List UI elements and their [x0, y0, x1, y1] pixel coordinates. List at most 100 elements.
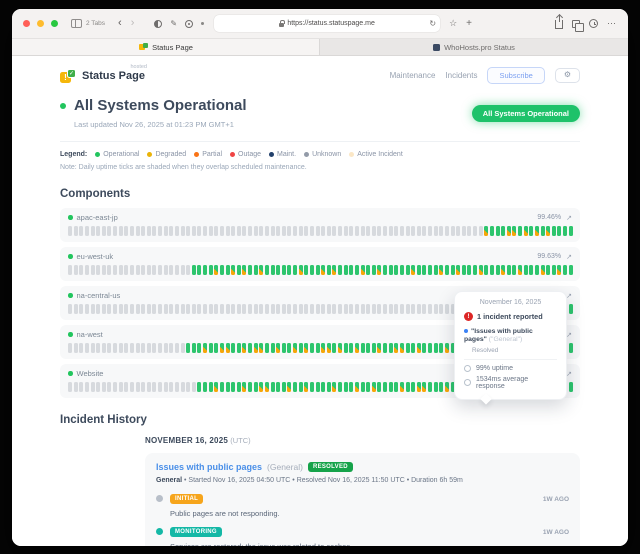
uptime-tick[interactable] [377, 226, 382, 236]
uptime-tick[interactable] [90, 343, 95, 353]
brand[interactable]: ! ✓ Status Page hosted [60, 64, 147, 83]
uptime-tick[interactable] [84, 382, 89, 392]
uptime-tick[interactable] [433, 304, 438, 314]
uptime-tick[interactable] [360, 382, 365, 392]
uptime-tick[interactable] [236, 226, 241, 236]
uptime-tick[interactable] [96, 382, 101, 392]
uptime-tick[interactable] [506, 265, 511, 275]
uptime-tick[interactable] [84, 304, 89, 314]
uptime-tick[interactable] [304, 343, 309, 353]
uptime-tick[interactable] [343, 304, 348, 314]
uptime-tick[interactable] [343, 343, 348, 353]
uptime-tick[interactable] [158, 382, 163, 392]
uptime-tick[interactable] [152, 382, 157, 392]
uptime-tick[interactable] [248, 226, 253, 236]
uptime-tick[interactable] [444, 343, 449, 353]
uptime-tick[interactable] [478, 226, 483, 236]
uptime-tick[interactable] [512, 226, 517, 236]
uptime-tick[interactable] [304, 304, 309, 314]
uptime-tick[interactable] [281, 343, 286, 353]
uptime-tick[interactable] [321, 265, 326, 275]
uptime-tick[interactable] [152, 226, 157, 236]
uptime-tick[interactable] [242, 304, 247, 314]
privacy-extension-icon[interactable] [185, 19, 194, 28]
new-tab-button[interactable]: + [466, 18, 473, 29]
uptime-tick[interactable] [84, 226, 89, 236]
uptime-tick[interactable] [450, 382, 455, 392]
uptime-tick-bar[interactable] [68, 343, 573, 353]
uptime-tick[interactable] [450, 304, 455, 314]
uptime-tick[interactable] [309, 265, 314, 275]
uptime-tick[interactable] [287, 343, 292, 353]
uptime-tick[interactable] [399, 343, 404, 353]
uptime-tick[interactable] [360, 226, 365, 236]
uptime-tick[interactable] [326, 226, 331, 236]
uptime-tick[interactable] [422, 265, 427, 275]
uptime-tick[interactable] [101, 265, 106, 275]
uptime-tick[interactable] [551, 226, 556, 236]
uptime-tick[interactable] [113, 226, 118, 236]
uptime-tick[interactable] [315, 265, 320, 275]
uptime-tick[interactable] [191, 265, 196, 275]
uptime-tick[interactable] [540, 265, 545, 275]
uptime-tick[interactable] [169, 265, 174, 275]
uptime-tick[interactable] [264, 343, 269, 353]
uptime-tick[interactable] [293, 265, 298, 275]
uptime-tick[interactable] [146, 304, 151, 314]
uptime-tick[interactable] [169, 343, 174, 353]
uptime-tick[interactable] [180, 343, 185, 353]
uptime-tick[interactable] [394, 265, 399, 275]
uptime-tick[interactable] [304, 226, 309, 236]
uptime-tick[interactable] [433, 382, 438, 392]
uptime-tick[interactable] [309, 304, 314, 314]
uptime-tick[interactable] [377, 304, 382, 314]
uptime-tick[interactable] [214, 226, 219, 236]
uptime-tick[interactable] [529, 265, 534, 275]
uptime-tick[interactable] [276, 265, 281, 275]
uptime-tick[interactable] [450, 343, 455, 353]
uptime-tick[interactable] [377, 265, 382, 275]
uptime-tick[interactable] [411, 382, 416, 392]
uptime-tick[interactable] [354, 226, 359, 236]
uptime-tick-bar[interactable] [68, 265, 573, 275]
uptime-tick[interactable] [68, 226, 73, 236]
uptime-tick[interactable] [186, 226, 191, 236]
uptime-tick[interactable] [101, 382, 106, 392]
uptime-tick[interactable] [129, 382, 134, 392]
uptime-tick[interactable] [208, 304, 213, 314]
uptime-tick[interactable] [146, 226, 151, 236]
uptime-tick[interactable] [428, 382, 433, 392]
uptime-tick[interactable] [118, 265, 123, 275]
uptime-tick[interactable] [276, 382, 281, 392]
reader-extension-icon[interactable] [154, 19, 163, 28]
uptime-tick[interactable] [90, 382, 95, 392]
uptime-tick[interactable] [416, 265, 421, 275]
maximize-window-button[interactable] [51, 20, 58, 27]
uptime-tick[interactable] [405, 304, 410, 314]
uptime-tick[interactable] [360, 304, 365, 314]
uptime-tick[interactable] [248, 265, 253, 275]
uptime-tick[interactable] [349, 343, 354, 353]
uptime-tick[interactable] [118, 382, 123, 392]
uptime-tick[interactable] [501, 265, 506, 275]
uptime-tick[interactable] [236, 304, 241, 314]
uptime-tick[interactable] [557, 265, 562, 275]
uptime-tick[interactable] [298, 265, 303, 275]
uptime-tick[interactable] [315, 304, 320, 314]
uptime-tick[interactable] [321, 382, 326, 392]
uptime-tick[interactable] [377, 343, 382, 353]
uptime-tick[interactable] [163, 226, 168, 236]
uptime-tick[interactable] [394, 304, 399, 314]
uptime-tick[interactable] [450, 226, 455, 236]
tabs-count-label[interactable]: 2 Tabs [86, 20, 106, 27]
uptime-tick[interactable] [276, 304, 281, 314]
uptime-tick[interactable] [253, 304, 258, 314]
uptime-tick[interactable] [96, 226, 101, 236]
uptime-tick[interactable] [231, 343, 236, 353]
uptime-tick[interactable] [343, 226, 348, 236]
uptime-tick[interactable] [242, 382, 247, 392]
uptime-tick[interactable] [141, 304, 146, 314]
uptime-tick[interactable] [141, 265, 146, 275]
uptime-tick[interactable] [73, 226, 78, 236]
uptime-tick[interactable] [141, 226, 146, 236]
